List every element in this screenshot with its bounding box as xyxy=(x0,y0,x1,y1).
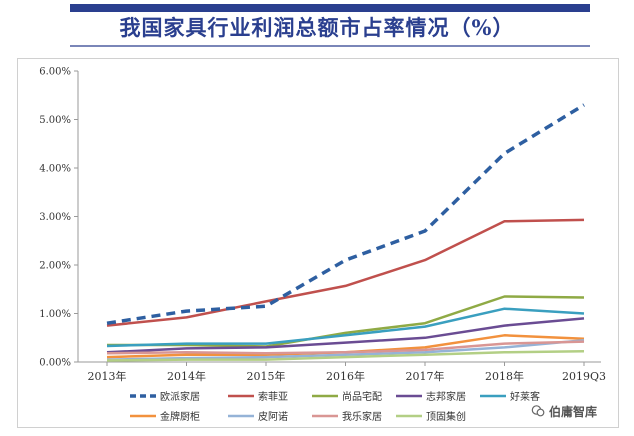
series-line-4 xyxy=(106,317,585,354)
y-tick-label: 0.00% xyxy=(39,358,71,369)
y-tick-label: 3.00% xyxy=(39,212,71,223)
x-tick-label: 2019Q3 xyxy=(562,370,606,383)
legend-label-8: 我乐家居 xyxy=(342,410,382,423)
series-line-1 xyxy=(106,103,585,325)
x-tick-label: 2014年 xyxy=(167,369,206,383)
wechat-icon xyxy=(531,405,545,417)
legend-label-9: 顶固集创 xyxy=(426,410,466,423)
watermark: 伯庸智库 xyxy=(531,401,597,421)
title-top-bar xyxy=(70,4,590,12)
chart-frame: 0.00% 1.00% 2.00% 3.00% 4.00% 5.00% 6.00% 2013年… xyxy=(17,58,619,428)
legend-label-7: 皮阿诺 xyxy=(258,410,288,423)
legend-label-5: 好莱客 xyxy=(510,390,540,403)
y-tick-label: 4.00% xyxy=(39,164,71,175)
series-line-5 xyxy=(106,307,585,348)
legend-label-6: 金牌厨柜 xyxy=(160,410,200,423)
legend-label-1: 欧派家居 xyxy=(160,390,200,403)
watermark-text: 伯庸智库 xyxy=(549,404,598,419)
series-line-3 xyxy=(107,295,585,348)
series-line-9 xyxy=(106,350,585,362)
title-banner: 我国家具行业利润总额市占率情况（%） xyxy=(0,0,634,52)
chart-title: 我国家具行业利润总额市占率情况（%） xyxy=(119,15,515,40)
legend-label-2: 索菲亚 xyxy=(258,390,288,403)
y-tick-label: 6.00% xyxy=(39,67,71,78)
x-tick-label: 2016年 xyxy=(326,369,365,383)
legend-label-3: 尚品宅配 xyxy=(342,390,382,403)
series-line-2 xyxy=(106,218,585,327)
series-line-7 xyxy=(106,338,585,361)
x-tick-label: 2013年 xyxy=(88,369,127,383)
title-underline xyxy=(70,45,590,47)
y-tick-label: 5.00% xyxy=(39,115,71,126)
x-tick-label: 2015年 xyxy=(247,369,286,383)
line-chart: 0.00% 1.00% 2.00% 3.00% 4.00% 5.00% 6.00% 2013年… xyxy=(39,67,606,424)
legend-label-4: 志邦家居 xyxy=(426,390,466,403)
x-tick-label: 2018年 xyxy=(485,369,524,383)
y-tick-label: 1.00% xyxy=(39,309,71,320)
y-tick-label: 2.00% xyxy=(39,261,71,272)
x-tick-label: 2017年 xyxy=(406,369,445,383)
series-line-8 xyxy=(106,340,585,355)
